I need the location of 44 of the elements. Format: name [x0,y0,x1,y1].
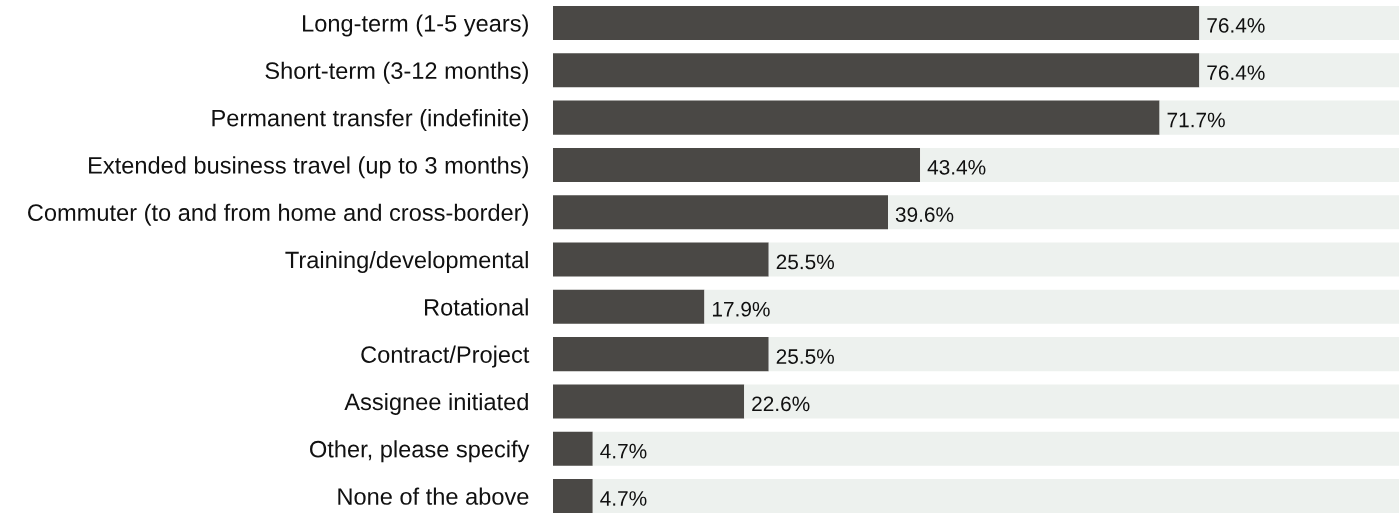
data-label: 17.9% [712,301,770,317]
y-tick-label: None of the above [338,487,529,505]
bar [553,384,745,419]
bar [1159,100,1399,135]
y-tick-label: Short-term (3-12 months) [265,61,528,84]
bar [553,100,1160,135]
data-label: 22.6% [752,396,810,412]
bar [553,337,769,372]
y-tick-label: Permanent transfer (indefinite) [212,109,528,132]
data-label: 39.6% [895,207,954,222]
data-label: 25.5% [776,254,835,270]
bar [1199,53,1399,88]
bar [553,195,889,230]
data-label: 25.5% [776,349,835,364]
bar [553,147,921,182]
bar [592,431,1399,466]
y-tick-label: Other, please specify [310,440,530,463]
bar [768,242,1399,277]
y-tick-label: Contract/Project [361,345,530,368]
bar [744,384,1399,419]
data-label: 71.7% [1167,112,1225,128]
data-label: 4.7% [600,491,647,506]
y-tick-label: Long-term (1-5 years) [303,14,528,37]
bar [768,337,1399,372]
y-tick-label: Rotational [425,298,528,316]
data-label: 76.4% [1207,18,1265,33]
bar [553,479,593,514]
y-tick-label: Training/developmental [285,250,528,273]
bar [1199,5,1399,41]
bar [704,289,1399,324]
bar [553,53,1200,88]
y-tick-label: Assignee initiated [344,392,528,415]
bar [920,147,1399,182]
bar [888,195,1399,230]
y-tick-label: Extended business travel (up to 3 months) [89,156,528,179]
data-label: 43.4% [927,159,986,175]
bar [553,289,705,324]
y-tick-label: Commuter (to and from home and cross-border) [28,203,528,226]
bar [553,431,593,466]
bar [553,5,1200,41]
data-label: 76.4% [1207,65,1265,81]
bar [592,479,1399,514]
bar [553,242,769,277]
data-label: 4.7% [600,443,647,459]
